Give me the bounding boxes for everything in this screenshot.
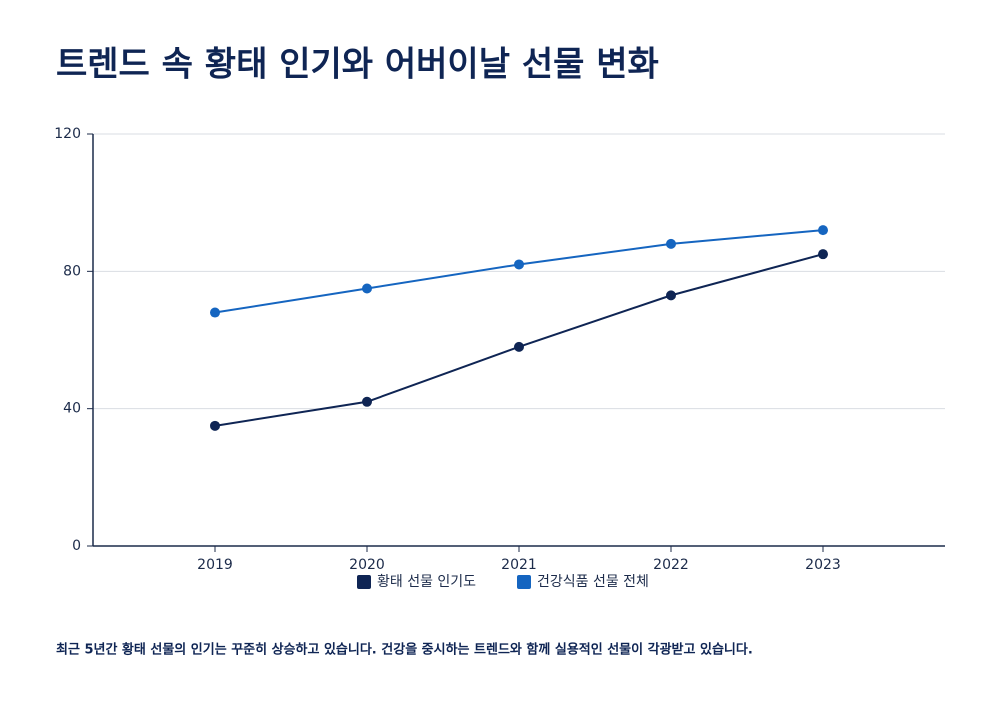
x-tick-label: 2019 [197, 557, 233, 573]
data-point [514, 341, 524, 352]
data-point [210, 420, 220, 431]
data-point [362, 283, 372, 294]
data-point [362, 396, 372, 407]
data-point [818, 225, 828, 236]
x-tick-label: 2021 [501, 557, 537, 573]
data-point [514, 259, 524, 270]
data-point [666, 290, 676, 301]
legend-label: 황태 선물 인기도 [377, 574, 476, 590]
legend-swatch [517, 575, 531, 589]
x-tick-label: 2022 [653, 557, 689, 573]
x-tick-label: 2023 [805, 557, 841, 573]
chart-title: 트렌드 속 황태 인기와 어버이날 선물 변화 [56, 45, 659, 85]
y-tick-label: 0 [72, 538, 81, 554]
y-tick-label: 80 [63, 263, 81, 279]
legend-label: 건강식품 선물 전체 [537, 574, 649, 590]
caption: 최근 5년간 황태 선물의 인기는 꾸준히 상승하고 있습니다. 건강을 중시하… [56, 642, 753, 658]
y-tick-label: 120 [54, 126, 81, 142]
data-point [210, 307, 220, 318]
legend-swatch [357, 575, 371, 589]
data-point [666, 238, 676, 249]
y-tick-label: 40 [63, 401, 81, 417]
data-point [818, 249, 828, 260]
x-tick-label: 2020 [349, 557, 385, 573]
